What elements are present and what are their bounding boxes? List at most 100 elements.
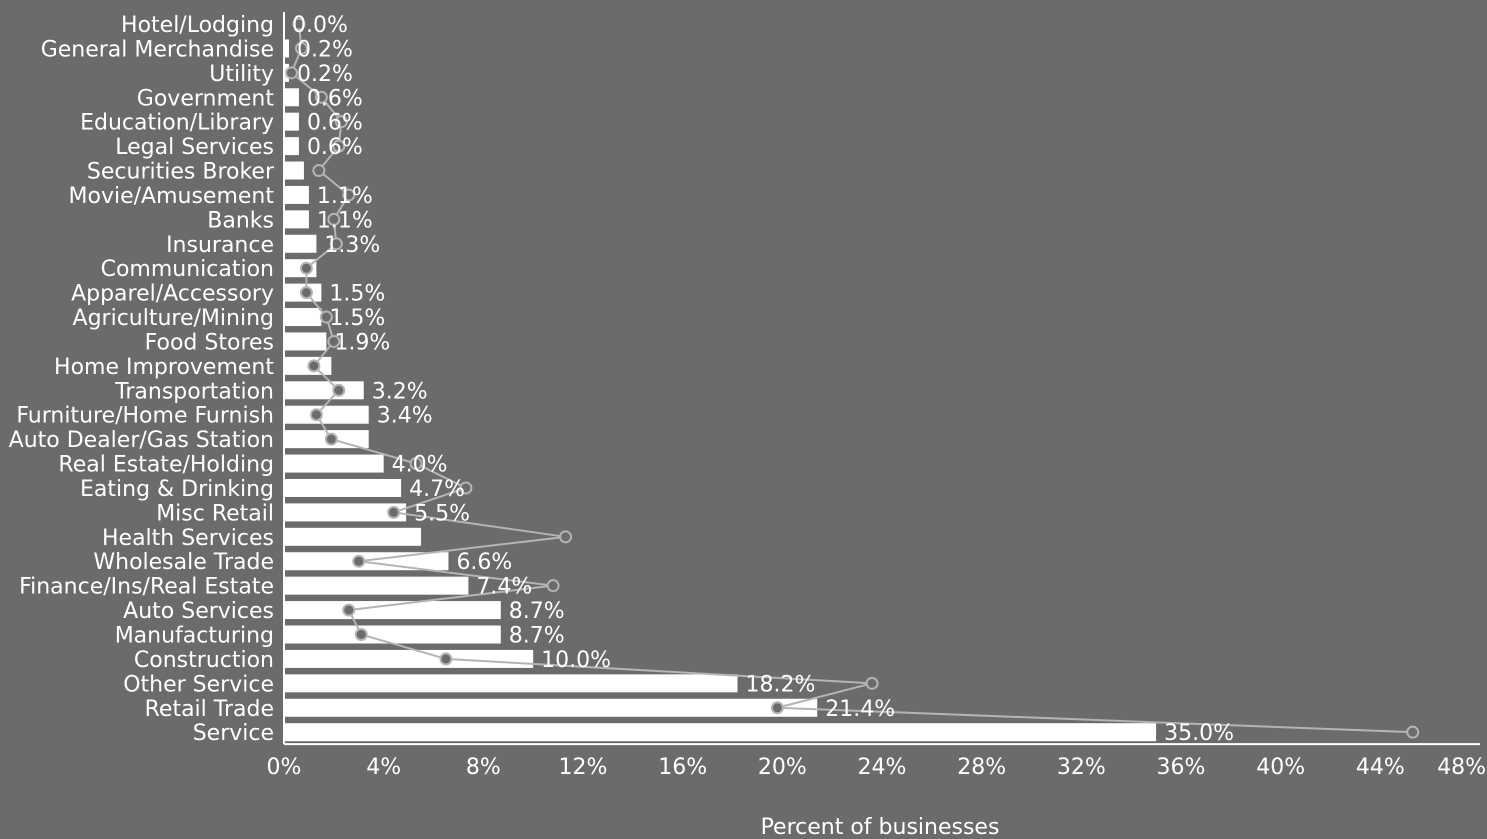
bar xyxy=(284,234,317,253)
bar xyxy=(284,308,322,327)
data-label: 4.7% xyxy=(409,477,465,502)
line-point xyxy=(307,359,321,373)
category-label: Other Service xyxy=(123,672,274,697)
category-label: General Merchandise xyxy=(41,37,274,62)
x-tick-label: 28% xyxy=(957,755,1006,780)
category-label: Service xyxy=(193,721,274,746)
data-label: 7.4% xyxy=(476,575,532,600)
data-label: 1.1% xyxy=(317,184,373,209)
category-label: Transportation xyxy=(114,379,274,404)
data-label: 35.0% xyxy=(1164,721,1234,746)
category-label: Education/Library xyxy=(80,111,274,136)
bar xyxy=(284,210,309,229)
x-tick-label: 8% xyxy=(466,755,501,780)
x-axis-title: Percent of businesses xyxy=(761,815,1000,839)
line-series xyxy=(284,17,1420,739)
line-point xyxy=(312,164,326,178)
category-label: Misc Retail xyxy=(156,501,274,526)
line-point xyxy=(299,261,313,275)
data-label: 1.3% xyxy=(324,233,380,258)
line-point xyxy=(342,188,356,202)
category-label: Manufacturing xyxy=(115,624,274,649)
bar xyxy=(284,601,501,620)
category-label: Health Services xyxy=(102,526,274,551)
bar xyxy=(284,649,534,668)
line-point xyxy=(409,457,423,471)
x-tick-label: 40% xyxy=(1256,755,1305,780)
bar xyxy=(284,137,299,156)
bar xyxy=(284,39,289,58)
category-label: Retail Trade xyxy=(145,697,274,722)
data-label: 5.5% xyxy=(414,501,470,526)
category-label: Construction xyxy=(134,648,274,673)
line-point xyxy=(319,310,333,324)
line-point xyxy=(332,139,346,153)
bar xyxy=(284,503,407,522)
line-point xyxy=(559,530,573,544)
data-label: 8.7% xyxy=(509,624,565,649)
category-label: Insurance xyxy=(166,233,274,258)
category-label: Wholesale Trade xyxy=(93,550,274,575)
line-point xyxy=(327,334,341,348)
category-label: Legal Services xyxy=(115,135,274,160)
data-label: 1.1% xyxy=(317,208,373,233)
bar xyxy=(284,478,402,497)
x-tick-label: 20% xyxy=(758,755,807,780)
data-label: 0.2% xyxy=(297,62,353,87)
line-point xyxy=(342,603,356,617)
category-label: Movie/Amusement xyxy=(69,184,275,209)
x-tick-label: 16% xyxy=(658,755,707,780)
category-label: Communication xyxy=(101,257,274,282)
category-label: Securities Broker xyxy=(87,160,275,185)
data-label: 1.5% xyxy=(329,306,385,331)
bar xyxy=(284,405,369,424)
line-point xyxy=(309,408,323,422)
data-label: 0.2% xyxy=(297,37,353,62)
bar xyxy=(284,698,818,717)
line-point xyxy=(334,115,348,129)
line-point xyxy=(459,481,473,495)
line-point xyxy=(439,652,453,666)
line-point xyxy=(314,90,328,104)
data-label: 8.7% xyxy=(509,599,565,624)
line-point xyxy=(332,383,346,397)
line-point xyxy=(299,286,313,300)
line-point xyxy=(1406,725,1420,739)
bar xyxy=(284,674,738,693)
line-point xyxy=(770,701,784,715)
line-point xyxy=(329,237,343,251)
category-label: Furniture/Home Furnish xyxy=(16,404,274,429)
line-point xyxy=(865,676,879,690)
data-label: 1.5% xyxy=(329,282,385,307)
line-point xyxy=(324,432,338,446)
category-label: Eating & Drinking xyxy=(80,477,274,502)
axes: 0% 4% 8% 12% 16% 20% 24% 28% 32% 36% 40% 44% 48% xyxy=(267,12,1486,780)
x-tick-label: 12% xyxy=(559,755,608,780)
data-label: 3.4% xyxy=(377,404,433,429)
category-label: Hotel/Lodging xyxy=(121,13,274,38)
line-point xyxy=(284,66,298,80)
data-label: 3.2% xyxy=(372,379,428,404)
category-label: Banks xyxy=(207,208,274,233)
bar xyxy=(284,112,299,131)
x-tick-label: 32% xyxy=(1057,755,1106,780)
bar xyxy=(284,185,309,204)
bar xyxy=(284,576,469,595)
category-label: Apparel/Accessory xyxy=(71,282,274,307)
line-point xyxy=(546,579,560,593)
data-label: 0.6% xyxy=(307,111,363,136)
category-label: Auto Dealer/Gas Station xyxy=(9,428,274,453)
x-tick-label: 0% xyxy=(267,755,302,780)
data-label: 0.6% xyxy=(307,86,363,111)
x-tick-label: 36% xyxy=(1157,755,1206,780)
line-point xyxy=(292,17,306,31)
line-point xyxy=(387,505,401,519)
category-label: Agriculture/Mining xyxy=(73,306,274,331)
data-label: 1.9% xyxy=(334,330,390,355)
category-label: Food Stores xyxy=(145,330,274,355)
category-label: Finance/Ins/Real Estate xyxy=(19,575,274,600)
line-point xyxy=(294,41,308,55)
category-label: Real Estate/Holding xyxy=(58,453,274,478)
